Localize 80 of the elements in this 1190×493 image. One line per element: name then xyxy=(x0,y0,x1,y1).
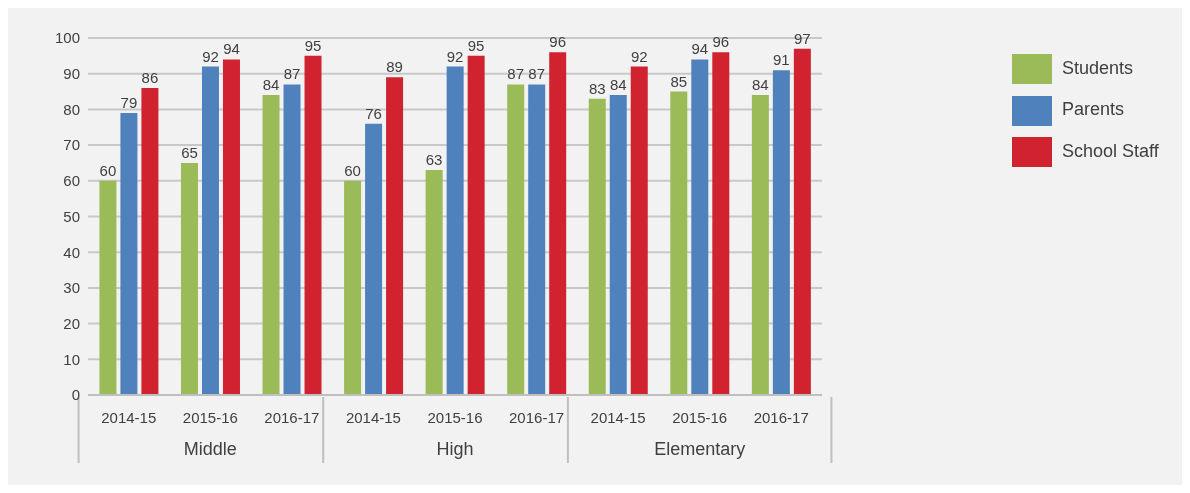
data-label: 95 xyxy=(467,36,485,54)
legend-label: School Staff xyxy=(1062,140,1159,161)
bar xyxy=(507,84,525,395)
bar xyxy=(793,48,811,395)
data-label: 89 xyxy=(386,58,403,76)
bar xyxy=(222,59,240,395)
y-tick-label: 100 xyxy=(54,29,80,47)
y-tick-label: 40 xyxy=(63,243,80,261)
bar xyxy=(99,180,117,395)
data-label: 92 xyxy=(630,47,648,65)
data-label: 96 xyxy=(712,33,730,51)
bar xyxy=(712,52,730,395)
y-tick-label: 10 xyxy=(63,350,80,368)
bar xyxy=(283,84,301,395)
data-label: 87 xyxy=(507,65,525,83)
legend-label: Students xyxy=(1062,58,1134,78)
y-tick-label: 80 xyxy=(63,100,80,118)
data-label: 65 xyxy=(181,143,198,161)
x-tick-label: 2015-16 xyxy=(182,409,238,426)
bar xyxy=(528,84,546,395)
y-tick-label: 60 xyxy=(63,172,80,190)
y-tick-label: 70 xyxy=(63,136,80,154)
bar xyxy=(304,55,322,395)
x-tick-label: 2014-15 xyxy=(345,409,401,426)
data-label: 76 xyxy=(365,104,382,122)
x-tick-label: 2015-16 xyxy=(672,409,728,426)
x-tick-label: 2016-17 xyxy=(753,409,809,426)
data-label: 84 xyxy=(752,76,769,94)
bar xyxy=(670,91,688,395)
y-tick-label: 50 xyxy=(63,207,80,225)
data-label: 63 xyxy=(425,151,443,169)
bar xyxy=(141,87,159,395)
bar xyxy=(588,98,606,395)
bar xyxy=(772,70,790,395)
y-tick-label: 20 xyxy=(63,314,80,332)
x-tick-label: 2015-16 xyxy=(427,409,483,426)
data-label: 87 xyxy=(528,65,546,83)
data-label: 92 xyxy=(202,47,219,65)
bar xyxy=(425,170,443,395)
bar xyxy=(120,112,138,395)
bar xyxy=(344,180,362,395)
data-label: 92 xyxy=(446,47,464,65)
y-tick-label: 90 xyxy=(63,65,80,83)
data-label: 79 xyxy=(120,93,138,111)
bar xyxy=(262,95,280,395)
y-tick-label: 30 xyxy=(63,279,80,297)
x-tick-label: 2014-15 xyxy=(101,409,157,426)
legend-label: Parents xyxy=(1062,99,1125,120)
data-label: 86 xyxy=(141,68,159,86)
data-label: 97 xyxy=(794,29,811,47)
text: High xyxy=(436,439,474,459)
data-label: 95 xyxy=(304,36,322,54)
data-label: 96 xyxy=(549,33,567,51)
data-label: 60 xyxy=(344,161,361,179)
bar xyxy=(446,66,464,395)
bar xyxy=(549,52,567,395)
bar xyxy=(180,162,198,395)
bar xyxy=(751,95,769,395)
bar xyxy=(609,95,627,395)
y-tick-label: 0 xyxy=(71,386,80,404)
bar xyxy=(630,66,648,395)
data-label: 85 xyxy=(670,72,688,90)
bar xyxy=(365,123,383,395)
data-label: 84 xyxy=(262,76,280,94)
x-tick-label: 2014-15 xyxy=(590,409,646,426)
data-label: 60 xyxy=(99,161,117,179)
bar xyxy=(691,59,709,395)
bar xyxy=(386,77,404,395)
text: Elementary xyxy=(654,439,746,459)
text: Middle xyxy=(183,439,237,459)
data-label: 84 xyxy=(609,76,627,94)
bar xyxy=(201,66,219,395)
data-label: 87 xyxy=(283,65,301,83)
data-label: 83 xyxy=(588,79,606,97)
data-label: 94 xyxy=(691,40,709,58)
bar xyxy=(467,55,485,395)
data-label: 91 xyxy=(773,51,790,69)
x-tick-label: 2016-17 xyxy=(264,409,320,426)
x-tick-label: 2016-17 xyxy=(509,409,565,426)
data-label: 94 xyxy=(223,40,240,58)
